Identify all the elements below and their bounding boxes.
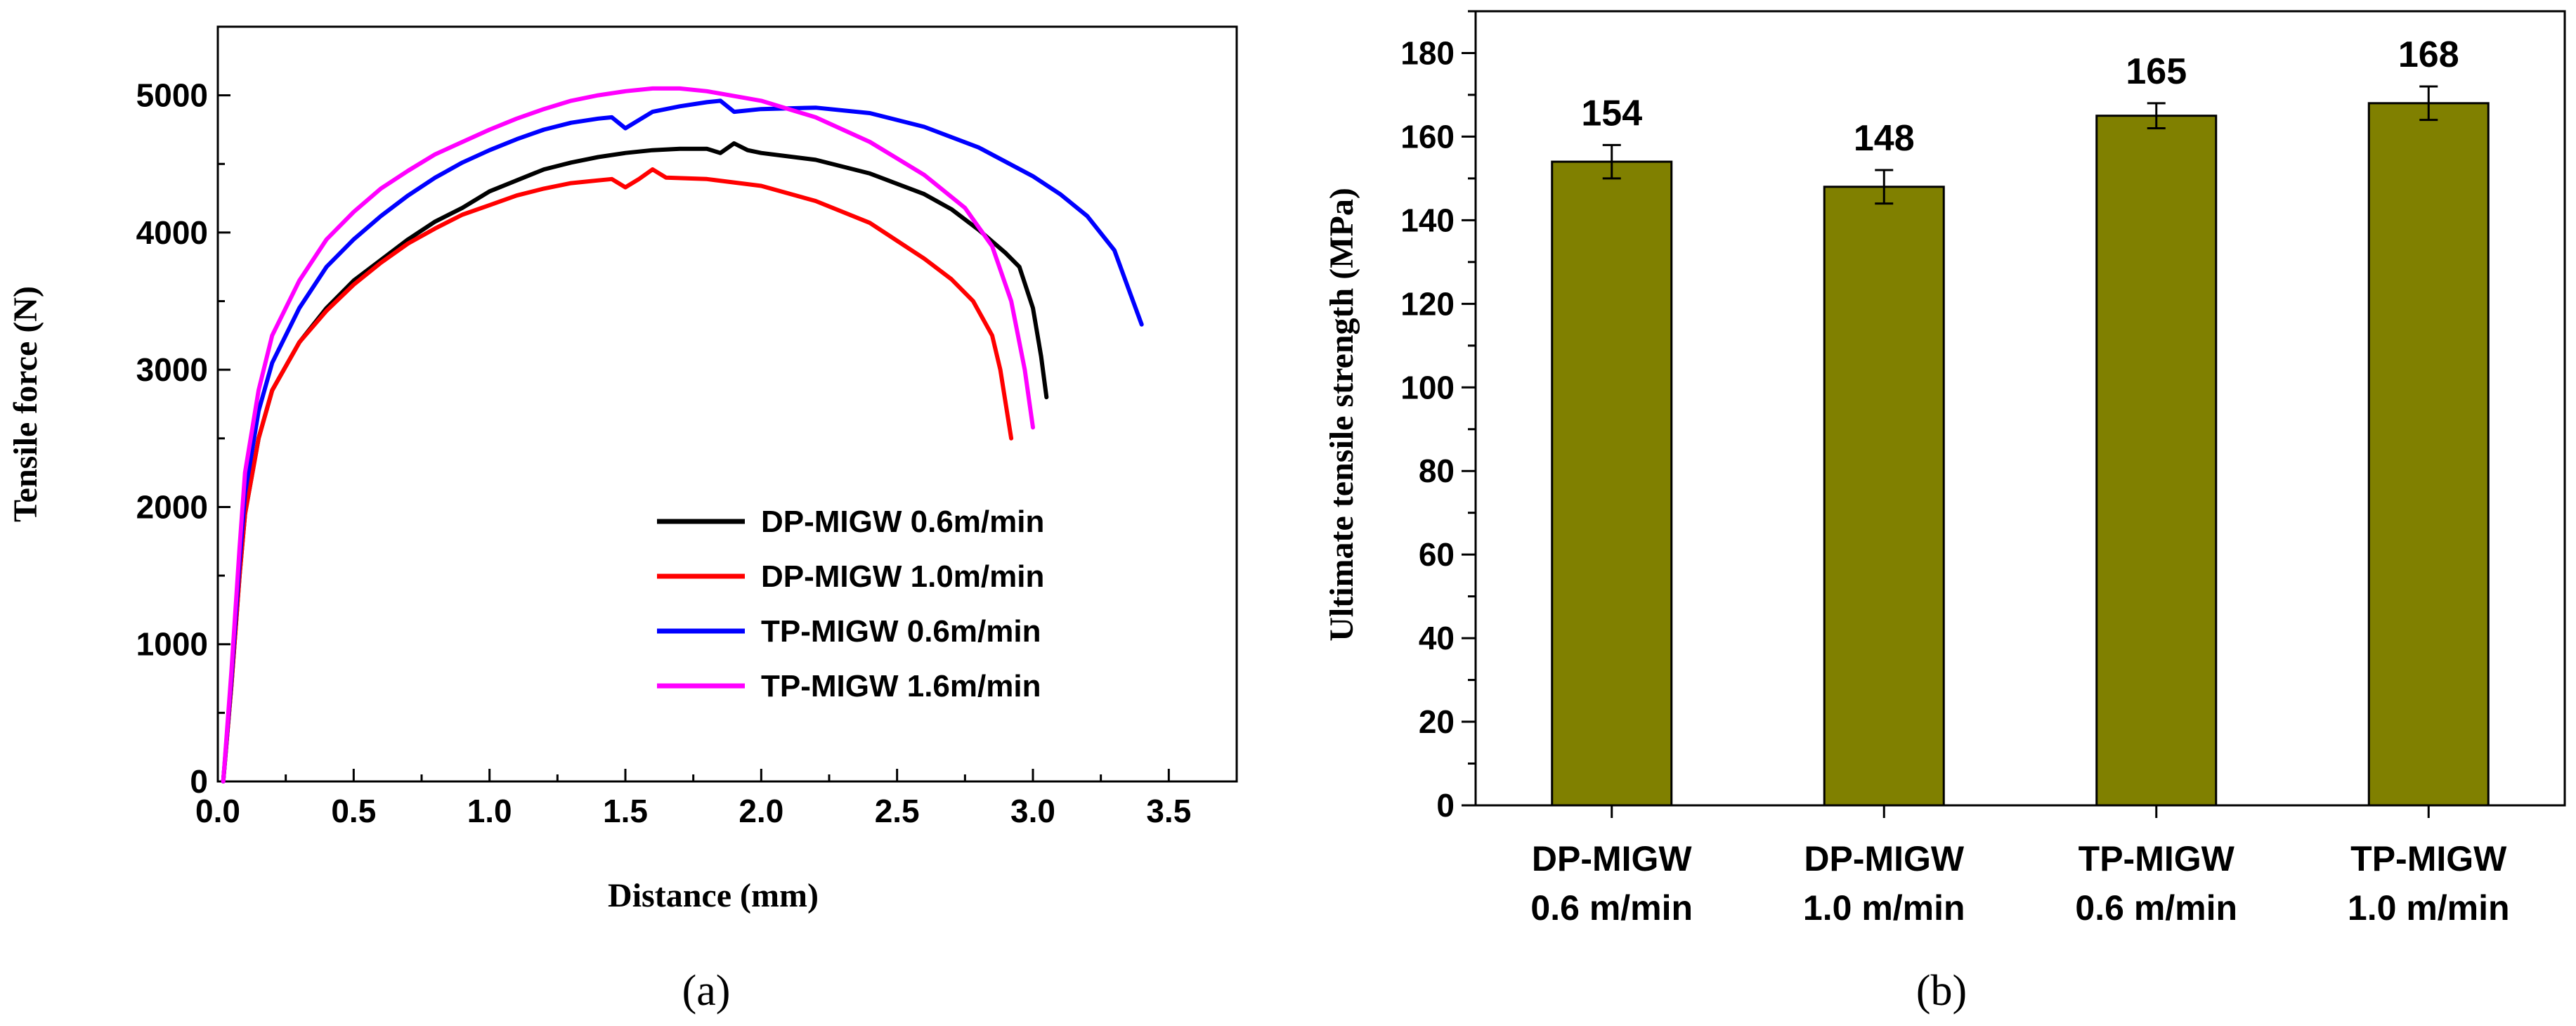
category-label-line2-1: 0.6 m/min — [1530, 888, 1693, 928]
y-tick-label: 40 — [1419, 620, 1455, 656]
category-label-line2-4: 1.0 m/min — [2348, 888, 2510, 928]
legend-label-1: DP-MIGW 0.6m/min — [761, 505, 1044, 539]
y-tick-label: 4000 — [136, 214, 208, 251]
category-label-line1-4: TP-MIGW — [2350, 839, 2507, 878]
bar-value-label-2: 148 — [1854, 118, 1915, 159]
y-tick-label: 140 — [1400, 202, 1455, 238]
bar-3 — [2095, 115, 2218, 807]
panel-b-bars: 154 DP-MIGW 0.6 m/min 148 DP-MIGW 1.0 m/min 16… — [1530, 34, 2509, 928]
y-tick-label: 1000 — [136, 626, 208, 663]
category-label-line1-3: TP-MIGW — [2079, 839, 2235, 878]
bar-value-label-4: 168 — [2398, 34, 2459, 75]
y-tick-label: 180 — [1400, 34, 1455, 71]
panel-a-plot-frame — [216, 25, 1238, 783]
panel-a-x-axis-title: Distance (mm) — [608, 877, 819, 914]
legend-label-4: TP-MIGW 1.6m/min — [761, 669, 1041, 703]
x-tick-label: 0.0 — [195, 793, 240, 829]
bar-value-label-3: 165 — [2126, 51, 2187, 92]
y-tick-label: 3000 — [136, 351, 208, 388]
panel-a-legend: DP-MIGW 0.6m/min DP-MIGW 1.0m/min TP-MIGW … — [657, 505, 1044, 703]
panel-b-label: (b) — [1916, 967, 1967, 1015]
legend-label-3: TP-MIGW 0.6m/min — [761, 614, 1041, 649]
series-line-2 — [221, 167, 1014, 784]
y-tick-label: 20 — [1419, 703, 1455, 740]
series-line-3 — [221, 98, 1144, 784]
legend-label-2: DP-MIGW 1.0m/min — [761, 559, 1044, 594]
x-tick-label: 2.0 — [739, 793, 783, 829]
bar-2 — [1823, 186, 1945, 807]
panel-b-y-axis-title: Ultimate tensile strength (MPa) — [1323, 188, 1360, 642]
category-label-line2-3: 0.6 m/min — [2075, 888, 2237, 928]
bar-value-label-1: 154 — [1581, 93, 1642, 134]
panel-a: 0.0 0.5 1.0 1.5 2.0 2.5 3.0 3.5 0 1000 2000 3000 400… — [7, 25, 1238, 1015]
category-label-line2-2: 1.0 m/min — [1803, 888, 1965, 928]
y-tick-label: 5000 — [136, 77, 208, 114]
y-tick-label: 160 — [1400, 118, 1455, 155]
category-label-line1-2: DP-MIGW — [1804, 839, 1965, 878]
x-tick-label: 3.5 — [1146, 793, 1191, 829]
category-label-line1-1: DP-MIGW — [1532, 839, 1693, 878]
panel-a-y-axis-title: Tensile force (N) — [7, 286, 44, 522]
panel-b: 0 20 40 60 80 100 120 140 160 180 154 DP-MIGW 0.6 m… — [1323, 10, 2566, 1015]
panel-a-ticks: 0.0 0.5 1.0 1.5 2.0 2.5 3.0 3.5 0 1000 2000 3000 400… — [136, 25, 1238, 829]
x-tick-label: 1.5 — [603, 793, 648, 829]
y-tick-label: 60 — [1419, 536, 1455, 573]
y-tick-label: 80 — [1419, 453, 1455, 489]
y-tick-label: 100 — [1400, 369, 1455, 405]
x-tick-label: 1.0 — [467, 793, 512, 829]
x-tick-label: 3.0 — [1010, 793, 1055, 829]
y-tick-label: 0 — [1436, 787, 1455, 824]
panel-a-series — [221, 86, 1144, 784]
panel-a-label: (a) — [682, 967, 731, 1015]
x-tick-label: 2.5 — [875, 793, 920, 829]
panel-b-ticks: 0 20 40 60 80 100 120 140 160 180 — [1400, 10, 1476, 824]
y-tick-label: 0 — [190, 763, 208, 800]
series-line-4 — [221, 86, 1035, 784]
x-tick-label: 0.5 — [331, 793, 376, 829]
panel-b-plot-frame — [1474, 10, 2566, 807]
bar-1 — [1551, 160, 1673, 807]
y-tick-label: 2000 — [136, 488, 208, 525]
y-tick-label: 120 — [1400, 285, 1455, 322]
bar-4 — [2367, 102, 2490, 807]
